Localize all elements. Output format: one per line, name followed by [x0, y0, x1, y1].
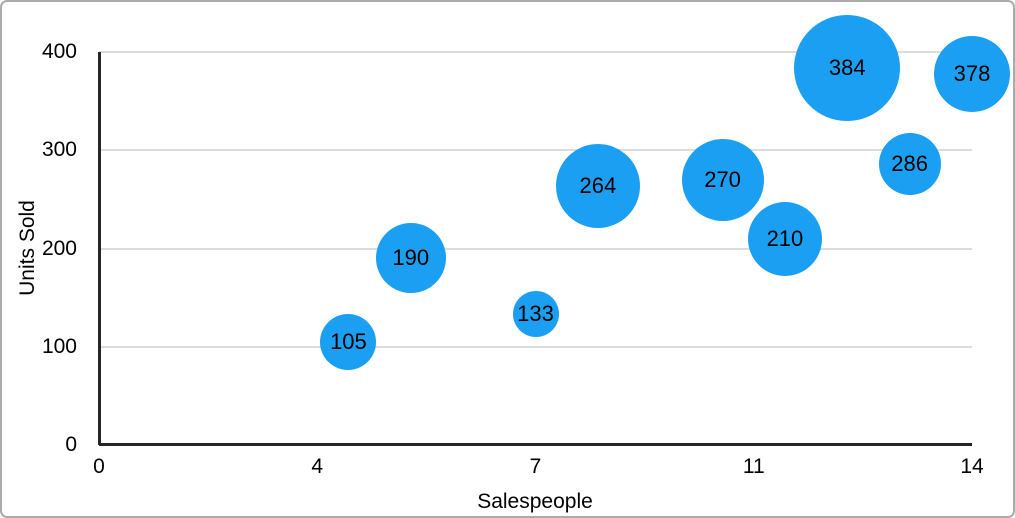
bubble-264[interactable]: 264	[555, 143, 640, 228]
bubble-value-label: 384	[828, 54, 866, 80]
bubble-384[interactable]: 384	[794, 14, 901, 121]
x-tick-label-11: 11	[742, 455, 765, 478]
x-axis-line	[99, 443, 972, 446]
bubble-value-label: 378	[953, 60, 991, 86]
bubble-378[interactable]: 378	[934, 35, 1010, 112]
x-axis-title: Salespeople	[477, 490, 593, 513]
bubble-210[interactable]: 210	[747, 201, 822, 276]
gridline-y-100	[99, 346, 972, 348]
bubble-190[interactable]: 190	[375, 223, 446, 294]
x-tick-label-0: 0	[93, 455, 105, 478]
x-tick-label-7: 7	[529, 455, 542, 478]
gridline-y-400	[99, 51, 972, 53]
bubble-value-label: 210	[766, 225, 804, 251]
bubble-value-label: 190	[392, 245, 430, 271]
bubble-value-label: 105	[330, 328, 367, 354]
y-tick-label-0: 0	[65, 433, 77, 456]
y-tick-label-100: 100	[41, 334, 77, 358]
x-tick-label-14: 14	[960, 455, 984, 478]
bubble-286[interactable]: 286	[878, 133, 941, 195]
bubble-270[interactable]: 270	[681, 138, 764, 221]
bubble-105[interactable]: 105	[320, 313, 377, 370]
bubble-value-label: 133	[517, 301, 554, 327]
bubble-value-label: 270	[704, 166, 741, 192]
x-tick-label-4: 4	[311, 455, 324, 478]
bubble-value-label: 264	[579, 172, 617, 198]
bubble-value-label: 286	[891, 151, 928, 176]
y-tick-label-300: 300	[41, 138, 77, 162]
gridline-y-300	[99, 149, 972, 151]
y-axis-line	[98, 52, 101, 445]
y-tick-label-200: 200	[41, 236, 77, 260]
gridline-y-200	[99, 248, 972, 250]
plot-area: 105 190 133 264 270 210 384 286 378	[98, 14, 1010, 446]
bubble-133[interactable]: 133	[512, 291, 559, 338]
y-tick-label-400: 400	[41, 40, 77, 63]
